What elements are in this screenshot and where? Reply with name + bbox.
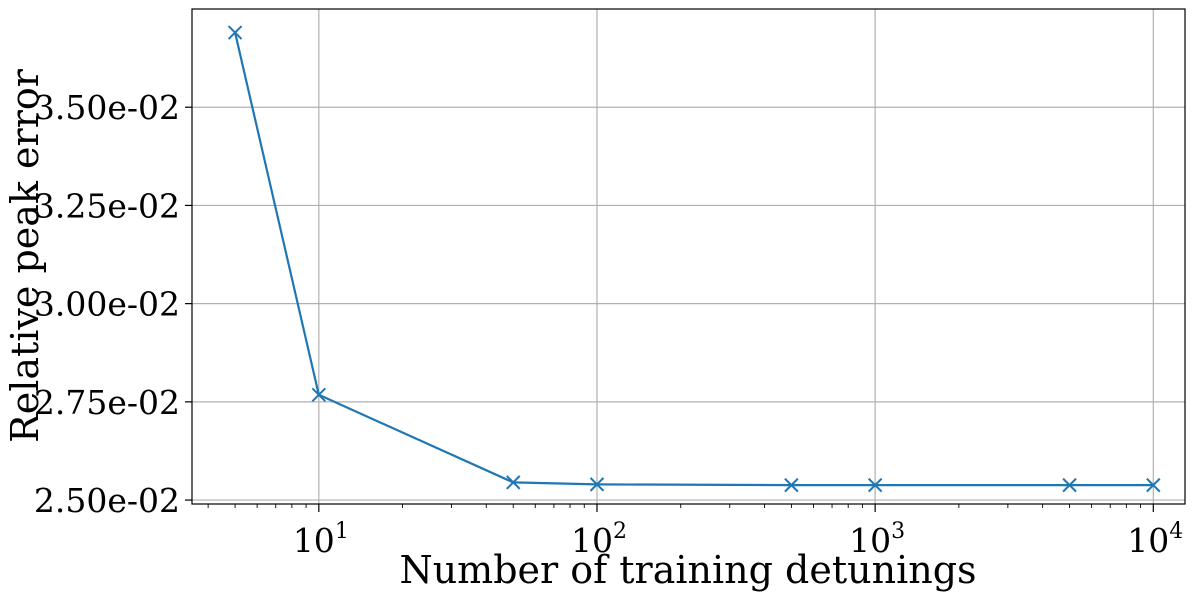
data-point-marker bbox=[1062, 477, 1077, 493]
data-point-marker bbox=[784, 477, 799, 493]
series-layer bbox=[227, 25, 1161, 493]
data-point-marker bbox=[311, 387, 327, 402]
grid bbox=[192, 9, 1185, 504]
data-point-marker bbox=[1146, 477, 1161, 493]
x-tick-base: 10 bbox=[293, 521, 335, 560]
x-tick-exponent: 3 bbox=[891, 519, 905, 544]
x-tick-exponent: 2 bbox=[613, 519, 627, 544]
y-tick-label: 2.50e-02 bbox=[34, 481, 180, 520]
x-tick-label: 102 bbox=[571, 519, 627, 560]
y-tick-label: 3.00e-02 bbox=[34, 285, 180, 324]
data-point-marker bbox=[227, 25, 243, 40]
x-tick-label: 103 bbox=[849, 519, 905, 560]
x-tick-base: 10 bbox=[571, 521, 613, 560]
series-line bbox=[234, 32, 1154, 487]
x-tick-base: 10 bbox=[1127, 521, 1169, 560]
x-tick-exponent: 4 bbox=[1169, 519, 1183, 544]
y-axis-label: Relative peak error bbox=[3, 68, 47, 443]
x-axis-label: Number of training detunings bbox=[399, 548, 976, 592]
y-tick-label: 3.50e-02 bbox=[34, 88, 180, 127]
ticks: 2.50e-02 2.75e-02 3.00e-02 3.25e-02 3.50e-02… bbox=[34, 88, 1183, 560]
data-point-marker bbox=[867, 477, 883, 493]
data-point-marker bbox=[589, 477, 605, 492]
x-tick-label: 101 bbox=[293, 519, 349, 560]
x-tick-exponent: 1 bbox=[335, 519, 349, 544]
y-tick-label: 2.75e-02 bbox=[34, 383, 180, 422]
data-point-marker bbox=[506, 475, 521, 490]
plot-frame bbox=[191, 8, 1186, 505]
x-tick-label: 104 bbox=[1127, 519, 1183, 560]
x-tick-base: 10 bbox=[849, 521, 891, 560]
y-tick-label: 3.25e-02 bbox=[34, 186, 180, 225]
